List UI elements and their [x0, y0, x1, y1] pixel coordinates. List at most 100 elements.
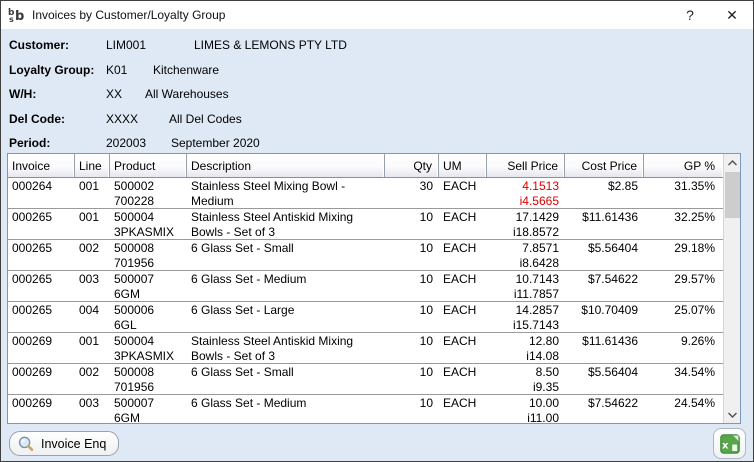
excel-icon: x — [719, 433, 740, 454]
cell-qty: 10 — [419, 210, 433, 224]
col-header-description[interactable]: Description — [187, 154, 385, 177]
cell-description: 6 Glass Set - Medium — [191, 396, 307, 410]
cell-line: 001 — [79, 210, 100, 224]
warehouse-name: All Warehouses — [145, 87, 229, 101]
scroll-up-icon[interactable] — [724, 154, 740, 171]
cell-um: EACH — [443, 303, 477, 317]
cell-product: 500002 700228 — [114, 179, 155, 208]
period-label: Period: — [9, 136, 51, 150]
loyalty-group-row: Loyalty Group: K01 Kitchenware — [9, 61, 753, 86]
cell-gp: 29.57% — [674, 272, 715, 286]
table-row[interactable]: 000269 002 500008 701956 6 Glass Set - Small… — [8, 364, 723, 395]
app-logo-icon: b s b — [8, 8, 24, 24]
cell-cost: $7.54622 — [587, 396, 638, 410]
svg-text:b: b — [8, 8, 15, 18]
cell-description: 6 Glass Set - Medium — [191, 272, 307, 286]
cell-line: 003 — [79, 396, 100, 410]
cell-product: 500006 6GL — [114, 303, 155, 332]
loyalty-group-label: Loyalty Group: — [9, 62, 95, 77]
customer-row: Customer: LIM001 LIMES & LEMONS PTY LTD — [9, 36, 753, 61]
del-code-row: Del Code: XXXX All Del Codes — [9, 110, 753, 135]
cell-gp: 9.26% — [680, 334, 715, 348]
vertical-scrollbar[interactable] — [723, 154, 740, 423]
cell-qty: 10 — [419, 396, 433, 410]
window-title: Invoices by Customer/Loyalty Group — [32, 8, 226, 22]
export-excel-button[interactable]: x — [713, 428, 746, 459]
cell-um: EACH — [443, 179, 477, 193]
cell-um: EACH — [443, 365, 477, 379]
col-header-sell-price[interactable]: Sell Price — [487, 154, 565, 177]
cell-cost: $11.61436 — [582, 210, 638, 224]
cell-description: 6 Glass Set - Small — [191, 365, 294, 379]
cell-invoice: 000265 — [12, 241, 53, 255]
cell-um: EACH — [443, 210, 477, 224]
cell-line: 003 — [79, 272, 100, 286]
cell-um: EACH — [443, 396, 477, 410]
table-row[interactable]: 000269 001 500004 3PKASMIX Stainless Steel A… — [8, 333, 723, 364]
cell-line: 004 — [79, 303, 100, 317]
cell-invoice: 000264 — [12, 179, 53, 193]
cell-sell: 8.50 i9.35 — [532, 365, 559, 394]
cell-cost: $11.61436 — [582, 334, 638, 348]
table-row[interactable]: 000265 001 500004 3PKASMIX Stainless Steel A… — [8, 209, 723, 240]
scrollbar-thumb[interactable] — [725, 172, 740, 218]
table-body: 000264 001 500002 700228 Stainless Steel Mix… — [8, 178, 723, 423]
cell-invoice: 000265 — [12, 272, 53, 286]
cell-cost: $5.56404 — [587, 241, 638, 255]
cell-product: 500007 6GM — [114, 272, 155, 301]
customer-code: LIM001 — [106, 38, 147, 52]
warehouse-label: W/H: — [9, 87, 37, 101]
cell-sell: 14.2857 i15.7143 — [512, 303, 559, 332]
table-row[interactable]: 000265 002 500008 701956 6 Glass Set - Small… — [8, 240, 723, 271]
table-row[interactable]: 000264 001 500002 700228 Stainless Steel Mix… — [8, 178, 723, 209]
warehouse-row: W/H: XX All Warehouses — [9, 85, 753, 110]
col-header-qty[interactable]: Qty — [385, 154, 439, 177]
col-header-cost-price[interactable]: Cost Price — [565, 154, 644, 177]
cell-invoice: 000265 — [12, 303, 53, 317]
cell-qty: 30 — [419, 179, 433, 193]
close-button[interactable]: ✕ — [726, 6, 738, 23]
cell-gp: 31.35% — [674, 179, 715, 193]
cell-cost: $5.56404 — [587, 365, 638, 379]
cell-invoice: 000265 — [12, 210, 53, 224]
cell-gp: 29.18% — [674, 241, 715, 255]
cell-sell: 10.7143 i11.7857 — [513, 272, 559, 301]
cell-sell: 4.1513 i4.5665 — [519, 179, 559, 208]
cell-invoice: 000269 — [12, 365, 53, 379]
cell-um: EACH — [443, 334, 477, 348]
cell-line: 001 — [79, 334, 100, 348]
loyalty-group-code: K01 — [106, 62, 128, 77]
cell-sell: 17.1429 i18.8572 — [512, 210, 559, 239]
help-button[interactable]: ? — [686, 7, 694, 23]
invoice-enq-button[interactable]: Invoice Enq — [9, 431, 120, 456]
cell-product: 500007 6GM — [114, 396, 155, 423]
cell-description: 6 Glass Set - Small — [191, 241, 294, 255]
cell-product: 500004 3PKASMIX — [114, 334, 175, 363]
col-header-product[interactable]: Product — [110, 154, 187, 177]
col-header-gp-pct[interactable]: GP % — [644, 154, 723, 177]
cell-cost: $2.85 — [607, 179, 638, 193]
cell-gp: 32.25% — [674, 210, 715, 224]
cell-gp: 34.54% — [674, 365, 715, 379]
col-header-invoice[interactable]: Invoice — [8, 154, 75, 177]
del-code-code: XXXX — [106, 111, 139, 126]
col-header-um[interactable]: UM — [439, 154, 487, 177]
warehouse-code: XX — [106, 87, 123, 101]
svg-text:s: s — [9, 15, 14, 24]
cell-qty: 10 — [419, 334, 433, 348]
cell-description: Stainless Steel Antiskid Mixing Bowls - S… — [191, 334, 354, 363]
svg-text:b: b — [15, 9, 24, 24]
col-header-line[interactable]: Line — [75, 154, 110, 177]
table-row[interactable]: 000265 003 500007 6GM 6 Glass Set - Medium 10… — [8, 271, 723, 302]
cell-sell: 10.00 i11.00 — [527, 396, 559, 423]
cell-line: 002 — [79, 365, 100, 379]
table-row[interactable]: 000269 003 500007 6GM 6 Glass Set - Medium 10… — [8, 395, 723, 423]
customer-name: LIMES & LEMONS PTY LTD — [194, 38, 347, 52]
cell-product: 500008 701956 — [114, 241, 155, 270]
table-row[interactable]: 000265 004 500006 6GL 6 Glass Set - Large 10 E… — [8, 302, 723, 333]
cell-gp: 25.07% — [674, 303, 715, 317]
cell-line: 002 — [79, 241, 100, 255]
cell-gp: 24.54% — [674, 396, 715, 410]
scroll-down-icon[interactable] — [724, 406, 740, 423]
